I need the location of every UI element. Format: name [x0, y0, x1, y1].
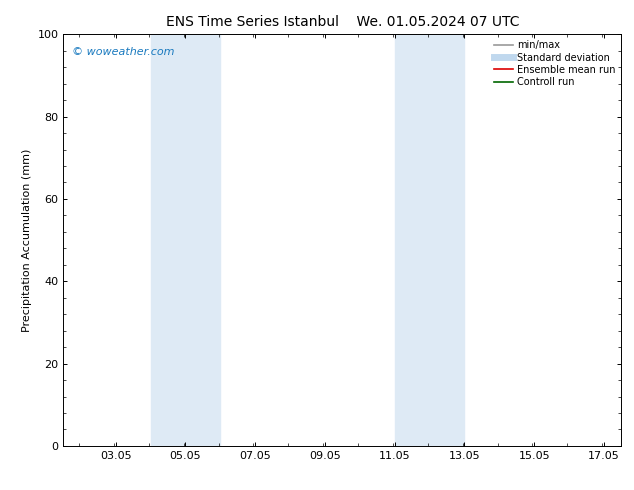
Bar	[150, 34, 221, 446]
Text: © woweather.com: © woweather.com	[72, 47, 174, 57]
Bar	[394, 34, 464, 446]
Legend: min/max, Standard deviation, Ensemble mean run, Controll run: min/max, Standard deviation, Ensemble me…	[491, 37, 618, 90]
Title: ENS Time Series Istanbul    We. 01.05.2024 07 UTC: ENS Time Series Istanbul We. 01.05.2024 …	[165, 15, 519, 29]
Y-axis label: Precipitation Accumulation (mm): Precipitation Accumulation (mm)	[22, 148, 32, 332]
